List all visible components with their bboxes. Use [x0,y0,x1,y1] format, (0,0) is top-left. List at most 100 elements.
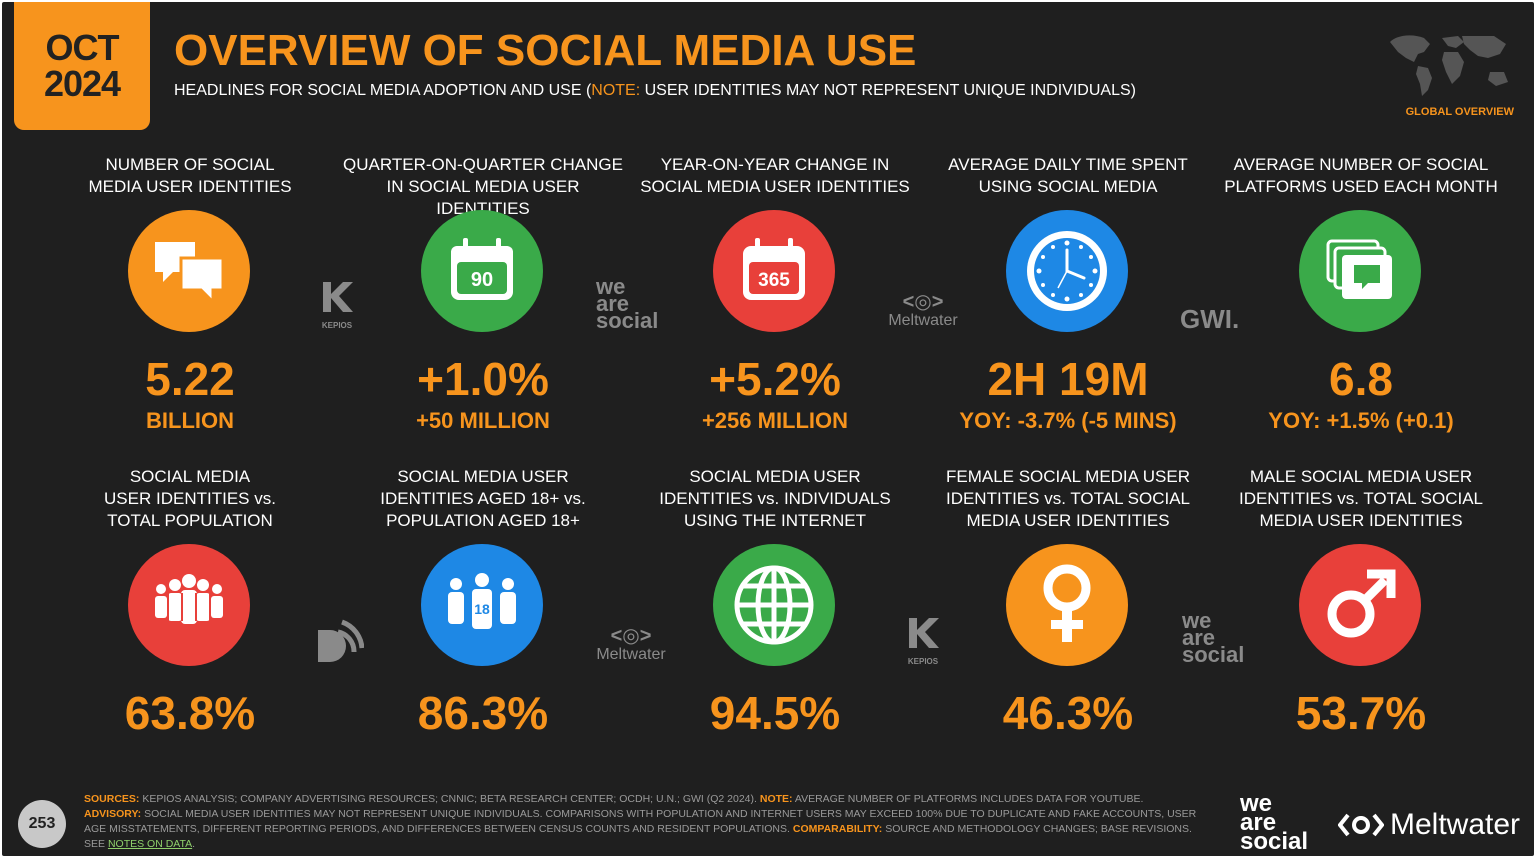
page-title: OVERVIEW OF SOCIAL MEDIA USE [174,26,917,75]
page-subtitle: HEADLINES FOR SOCIAL MEDIA ADOPTION AND … [174,82,1136,100]
stat-value: 53.7% [1295,687,1427,739]
stat-icon-circle [1299,210,1421,332]
gwi-logo: GWI. [1180,304,1240,334]
meltwater-mark-icon: <◎> [610,625,652,647]
stat-icon-circle: 18 [421,544,543,666]
stat-value: 5.22 [145,353,235,405]
kepios-text: KEPIOS [321,321,353,330]
was-word-2: are [1240,809,1277,836]
stat-label: QUARTER-ON-QUARTER CHANGE IN SOCIAL MEDI… [343,155,623,218]
was-word-3: social [1240,828,1309,855]
meltwater-mark-icon [1338,813,1384,837]
world-map-icon [1390,35,1508,96]
stat-label: AVERAGE DAILY TIME SPENT USING SOCIAL ME… [948,155,1188,196]
stat-value: +5.2% [709,353,841,405]
stat-sub: YOY: -3.7% (-5 MINS) [959,408,1177,433]
was-word-1: we [1240,790,1273,817]
stat-label: SOCIAL MEDIA USER IDENTITIES vs. TOTAL P… [104,467,276,530]
we-are-social-brand: we are social [1240,790,1309,855]
comparability-label: COMPARABILITY: [792,823,883,835]
kepios-logo-2: KEPIOS [900,616,946,666]
footer-notes: SOURCES: KEPIOS ANALYSIS; COMPANY ADVERT… [84,792,1204,852]
meltwater-text: Meltwater [596,646,666,663]
stat-value: 6.8 [1329,353,1393,405]
datareportal-logo [314,618,365,669]
advisory-label: ADVISORY: [84,808,142,820]
weare-word-2: are [1182,625,1216,650]
kepios-mark-icon [323,282,353,312]
stat-icon-circle: 365 [713,210,835,332]
stat-label: AVERAGE NUMBER OF SOCIAL PLATFORMS USED … [1224,155,1498,196]
stat-sub: +256 MILLION [701,408,849,433]
stat-value: 86.3% [417,687,549,739]
subtitle-text-2: USER IDENTITIES MAY NOT REPRESENT UNIQUE… [640,82,1136,99]
stat-value: 63.8% [124,687,256,739]
calendar-number: 90 [471,269,493,291]
stat-value: +1.0% [417,353,549,405]
crowd-icon [155,574,223,624]
advisory-text: SOCIAL MEDIA USER IDENTITIES MAY NOT REP… [84,808,1197,835]
stat-value: 94.5% [709,687,841,739]
weare-word-2: are [596,291,630,316]
stat-label: MALE SOCIAL MEDIA USER IDENTITIES vs. TO… [1238,467,1484,530]
adults-18-icon: 18 [448,573,516,629]
stat-value: 2H 19M [987,353,1149,405]
age-number: 18 [474,601,490,617]
sources-label: SOURCES: [84,793,140,805]
stat-icon-circle: 90 [421,210,543,332]
date-month: OCT [45,27,120,68]
weare-word-3: social [596,308,659,333]
stat-label: NUMBER OF SOCIAL MEDIA USER IDENTITIES [88,155,292,196]
stat-label: YEAR-ON-YEAR CHANGE IN SOCIAL MEDIA USER… [640,155,910,196]
stat-sub: BILLION [146,408,234,433]
notes-on-data-link[interactable]: NOTES ON DATA [107,838,193,850]
stat-icon-circle [1299,544,1421,666]
calendar-number: 365 [758,270,790,291]
weare-logo: we are social [596,274,659,333]
stat-label: SOCIAL MEDIA USER IDENTITIES AGED 18+ vs… [380,467,586,530]
weare-word-1: we [1182,608,1212,633]
stat-label: SOCIAL MEDIA USER IDENTITIES vs. INDIVID… [659,467,891,530]
stat-icon-circle [128,210,250,332]
sources-text: KEPIOS ANALYSIS; COMPANY ADVERTISING RES… [139,793,760,805]
kepios-mark-icon [909,618,939,648]
stat-icon-circle [128,544,250,666]
stat-icon-circle [1006,544,1128,666]
meltwater-brand: Meltwater [1338,808,1520,842]
comparability-text: SOURCE AND METHODOLOGY CHANGES; BASE REV… [84,823,1192,850]
meltwater-logo: <◎> Meltwater [880,292,966,330]
footer-end: . [192,838,196,850]
calendar-365-icon: 365 [743,238,805,300]
subtitle-text: HEADLINES FOR SOCIAL MEDIA ADOPTION AND … [174,82,592,99]
stat-sub: YOY: +1.5% (+0.1) [1268,408,1454,433]
meltwater-mark-icon: <◎> [902,291,944,313]
meltwater-logo-2: <◎> Meltwater [588,626,674,664]
note-text: AVERAGE NUMBER OF PLATFORMS INCLUDES DAT… [792,793,1144,805]
chat-bubbles-icon [155,242,225,306]
subtitle-note: NOTE: [591,82,641,99]
weare-word-1: we [596,274,626,299]
region-label: GLOBAL OVERVIEW [1405,106,1514,118]
stat-value: 46.3% [1002,687,1134,739]
meltwater-text: Meltwater [888,312,958,329]
kepios-text: KEPIOS [907,657,939,666]
globe-icon [734,565,814,645]
stacked-windows-icon [1326,239,1392,299]
kepios-logo: KEPIOS [314,280,360,330]
meltwater-brand-text: Meltwater [1390,808,1521,841]
clock-icon [1027,231,1107,311]
female-symbol-icon [1043,564,1091,642]
male-symbol-icon [1327,569,1396,638]
note-label: NOTE: [759,793,793,805]
calendar-90-icon: 90 [451,238,513,300]
page-number: 253 [18,800,66,848]
stat-icon-circle [713,544,835,666]
stat-icon-circle [1006,210,1128,332]
weare-logo-2: we are social [1182,608,1245,667]
stat-sub: +50 MILLION [416,408,550,433]
weare-word-3: social [1182,642,1245,667]
datareportal-mark-icon [318,619,365,662]
date-year: 2024 [43,63,121,104]
date-badge: OCT 2024 [14,2,150,130]
